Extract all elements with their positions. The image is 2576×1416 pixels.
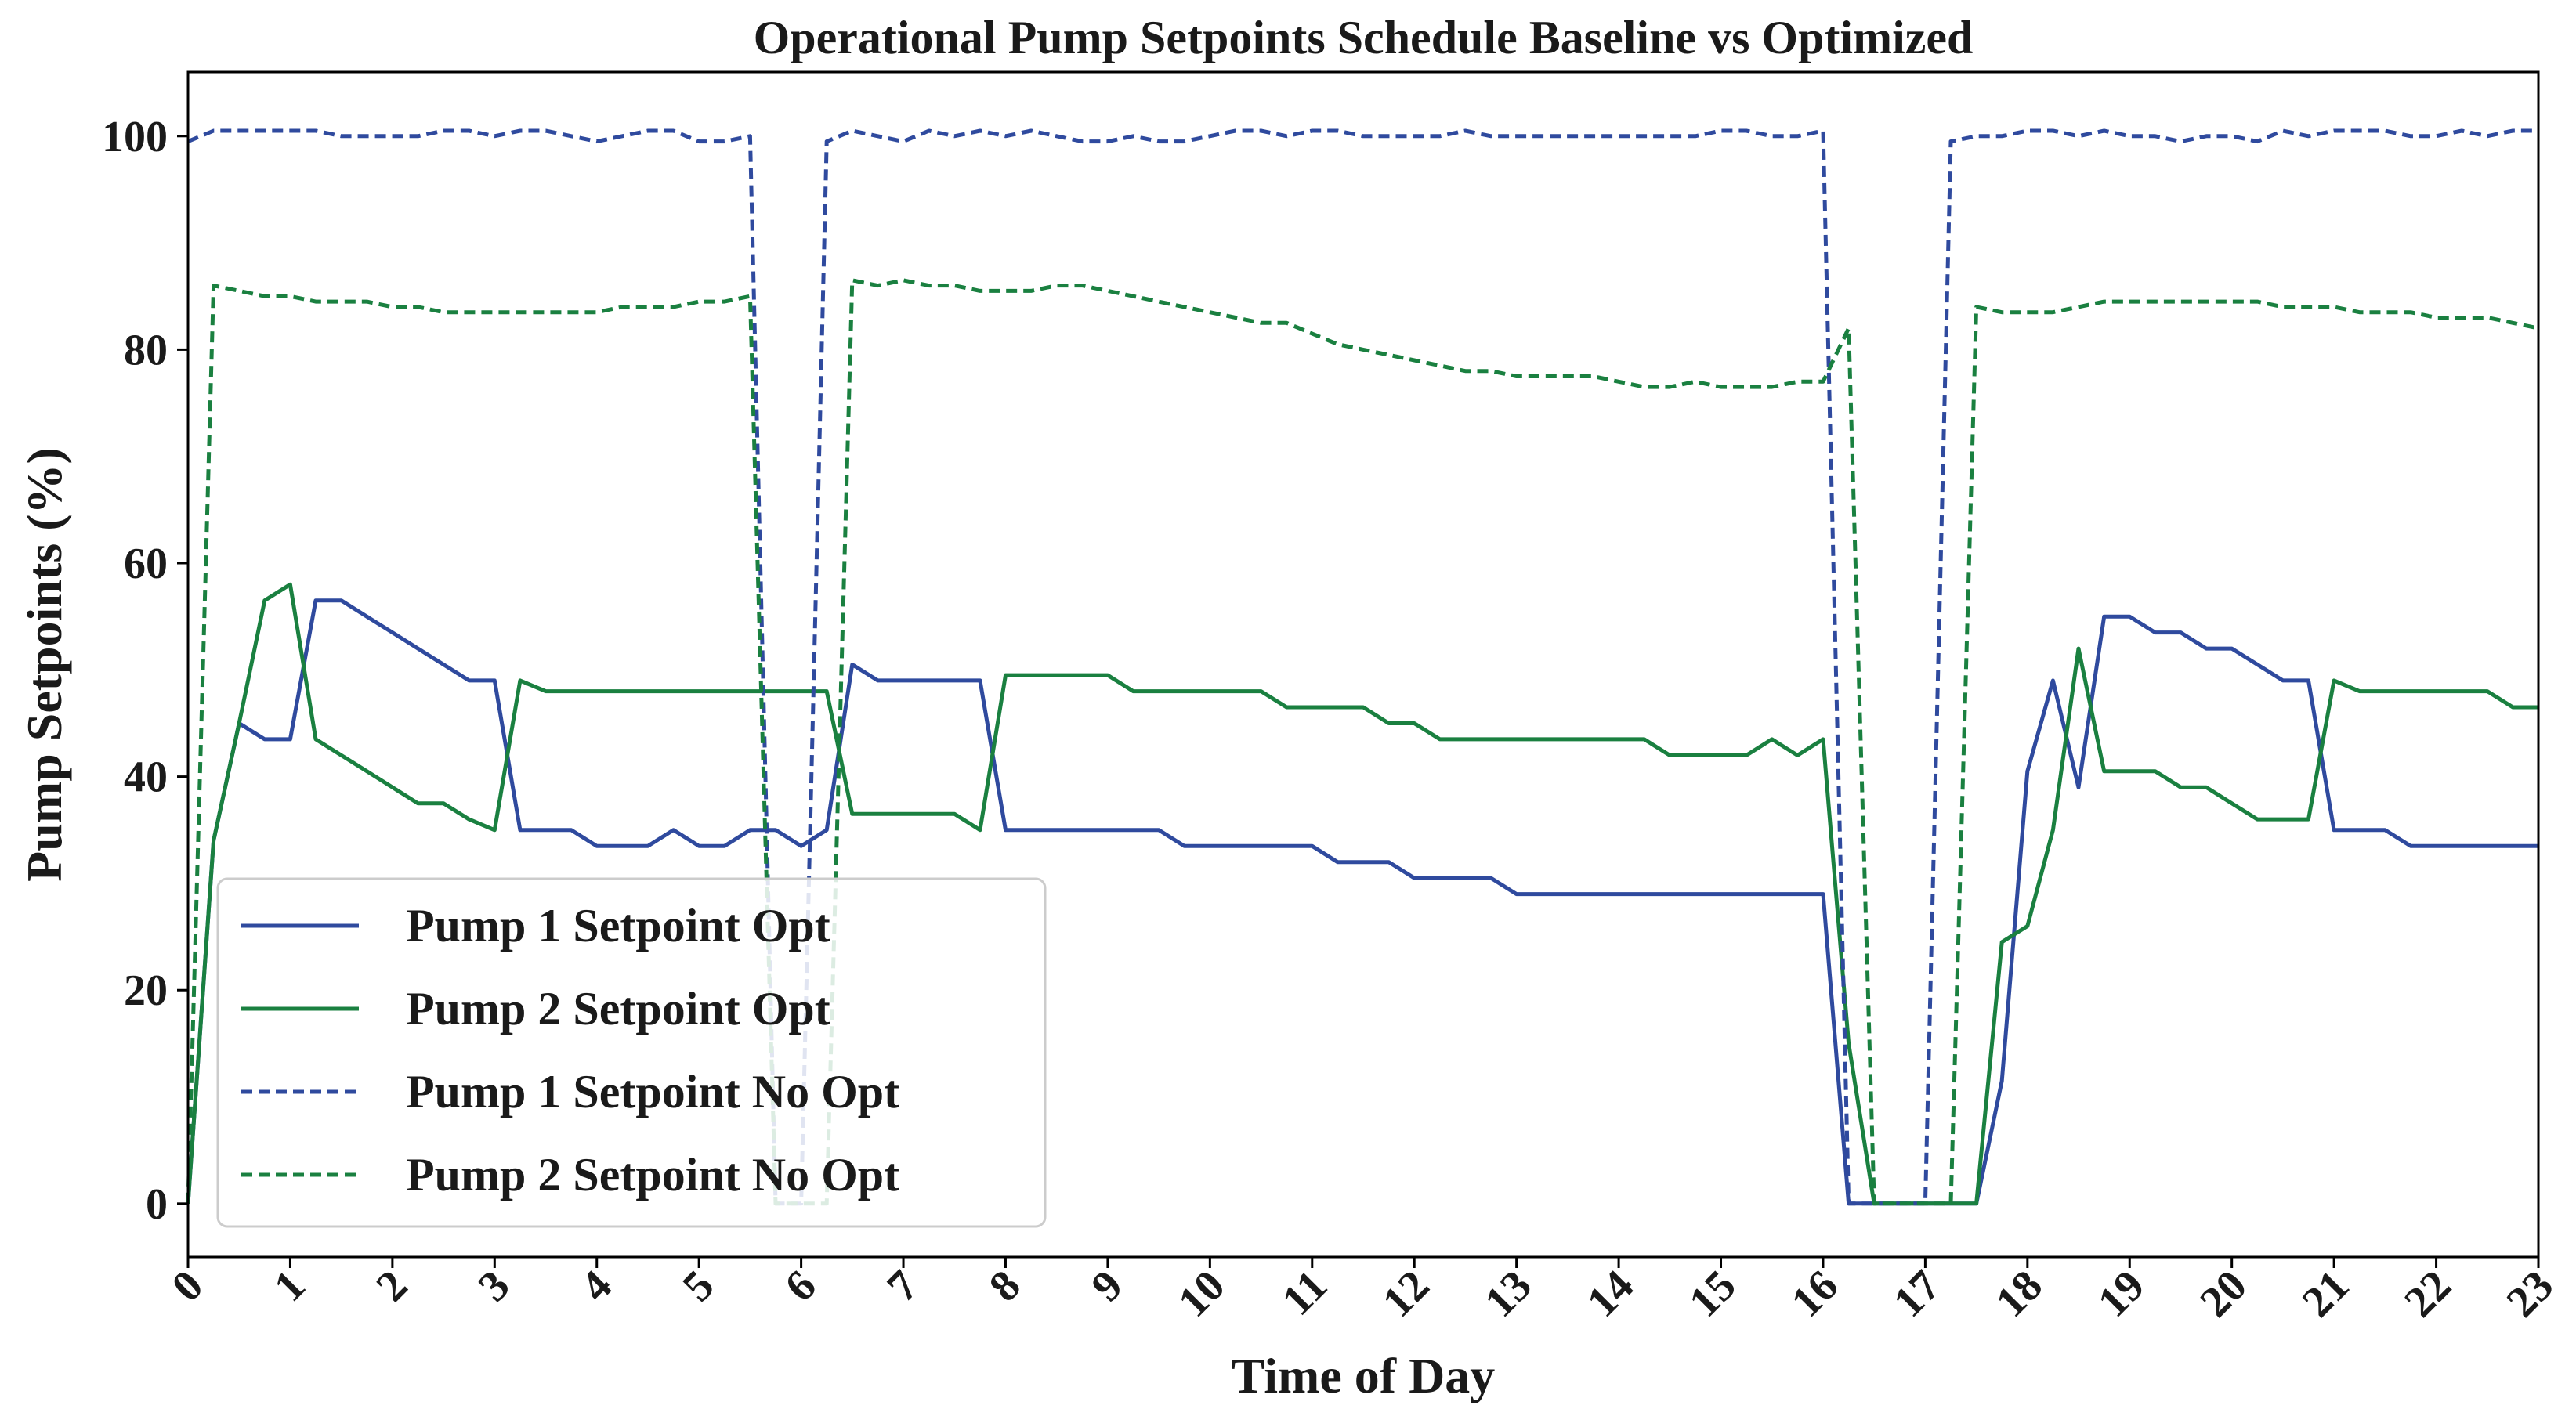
legend-label-3: Pump 1 Setpoint No Opt bbox=[406, 1066, 899, 1118]
y-tick-label: 40 bbox=[124, 753, 168, 802]
x-tick-label: 4 bbox=[571, 1261, 621, 1311]
x-tick-label: 21 bbox=[2293, 1261, 2358, 1326]
x-tick-label: 17 bbox=[1884, 1261, 1949, 1326]
x-tick-label: 6 bbox=[776, 1261, 826, 1311]
x-tick-label: 0 bbox=[163, 1261, 213, 1311]
y-axis-ticks: 0 20 40 60 80 100 bbox=[102, 113, 188, 1229]
plot-frame bbox=[186, 70, 2540, 1259]
chart-title: Operational Pump Setpoints Schedule Base… bbox=[754, 12, 1974, 63]
x-tick-label: 3 bbox=[469, 1261, 519, 1311]
x-tick-label: 7 bbox=[878, 1261, 928, 1311]
x-tick-label: 12 bbox=[1373, 1261, 1438, 1326]
x-tick-label: 2 bbox=[367, 1261, 417, 1311]
series-line-3 bbox=[187, 128, 2538, 1206]
plot-lines bbox=[186, 128, 2539, 1206]
x-tick-label: 5 bbox=[674, 1261, 724, 1311]
x-tick-label: 9 bbox=[1082, 1261, 1132, 1311]
series-line-2 bbox=[186, 582, 2538, 1206]
legend-label-1: Pump 1 Setpoint Opt bbox=[406, 900, 830, 952]
x-tick-label: 22 bbox=[2395, 1261, 2460, 1326]
x-tick-label: 14 bbox=[1578, 1261, 1643, 1326]
y-tick-label: 0 bbox=[146, 1180, 168, 1229]
legend: Pump 1 Setpoint Opt Pump 2 Setpoint Opt Pu… bbox=[216, 877, 1047, 1228]
series-line-4 bbox=[186, 278, 2539, 1206]
x-tick-label: 1 bbox=[265, 1261, 315, 1311]
axes bbox=[186, 70, 2540, 1259]
x-tick-label: 19 bbox=[2089, 1261, 2154, 1326]
x-axis-label: Time of Day bbox=[1232, 1348, 1496, 1403]
legend-label-4: Pump 2 Setpoint No Opt bbox=[406, 1149, 899, 1201]
x-tick-label: 10 bbox=[1169, 1261, 1234, 1326]
x-axis-ticks: 0 1 2 3 4 5 6 7 8 9 10 11 12 13 14 15 16 17 18 19 20 21 22 23 bbox=[163, 1257, 2563, 1327]
y-tick-label: 80 bbox=[124, 326, 168, 374]
x-tick-label: 20 bbox=[2191, 1261, 2256, 1326]
y-tick-label: 20 bbox=[124, 966, 168, 1015]
x-tick-label: 16 bbox=[1782, 1261, 1847, 1326]
legend-box bbox=[216, 877, 1047, 1228]
x-tick-label: 23 bbox=[2498, 1261, 2563, 1326]
x-tick-label: 18 bbox=[1987, 1261, 2052, 1326]
x-tick-label: 13 bbox=[1475, 1261, 1540, 1326]
y-axis-label: Pump Setpoints (%) bbox=[16, 447, 72, 882]
y-tick-label: 100 bbox=[102, 113, 168, 161]
y-tick-label: 60 bbox=[124, 540, 168, 588]
x-tick-label: 8 bbox=[980, 1261, 1030, 1311]
series-line-1 bbox=[186, 598, 2538, 1206]
legend-label-2: Pump 2 Setpoint Opt bbox=[406, 983, 830, 1035]
x-tick-label: 11 bbox=[1273, 1261, 1337, 1324]
x-tick-label: 15 bbox=[1680, 1261, 1745, 1326]
